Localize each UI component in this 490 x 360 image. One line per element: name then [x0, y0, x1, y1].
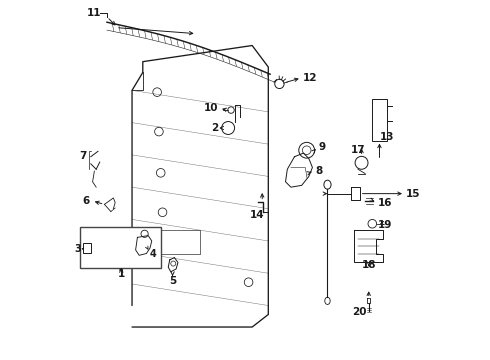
Text: 15: 15: [406, 189, 420, 199]
Text: 6: 6: [83, 196, 90, 206]
Text: 11: 11: [87, 8, 101, 18]
Text: 10: 10: [204, 103, 218, 113]
Text: 9: 9: [318, 141, 326, 152]
Text: 7: 7: [79, 150, 87, 161]
Bar: [83, 243, 91, 253]
Text: 5: 5: [169, 276, 176, 286]
Ellipse shape: [324, 180, 331, 189]
Text: 12: 12: [302, 73, 317, 83]
Text: 19: 19: [378, 220, 392, 230]
Text: 2: 2: [211, 123, 218, 133]
Text: 14: 14: [250, 210, 265, 220]
Text: 17: 17: [351, 144, 365, 154]
Text: 4: 4: [150, 248, 157, 258]
Text: 18: 18: [362, 260, 376, 270]
Text: 13: 13: [379, 132, 394, 142]
Bar: [80, 226, 161, 268]
Bar: [371, 99, 388, 140]
Text: 1: 1: [118, 269, 125, 279]
Text: 16: 16: [378, 198, 392, 208]
Text: 3: 3: [74, 244, 81, 254]
Text: 20: 20: [352, 307, 367, 317]
Text: 8: 8: [315, 166, 322, 176]
Ellipse shape: [325, 297, 330, 305]
